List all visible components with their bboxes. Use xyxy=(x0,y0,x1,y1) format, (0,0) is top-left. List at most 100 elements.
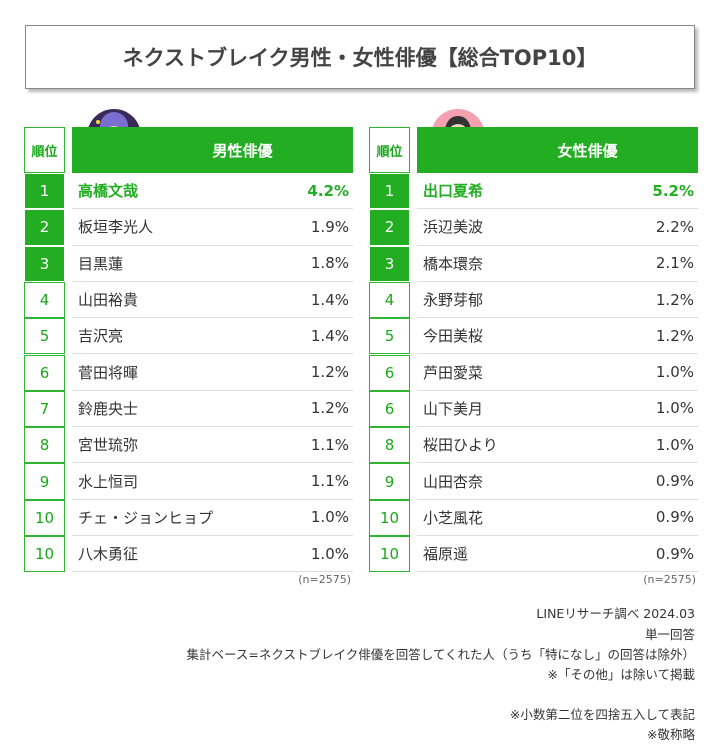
table-row: 八木勇征 1.0% xyxy=(72,536,353,573)
table-row: 浜辺美波 2.2% xyxy=(417,209,698,246)
rank-cell: 2 xyxy=(24,209,65,246)
percent: 4.2% xyxy=(307,181,349,200)
name: 永野芽郁 xyxy=(423,291,484,310)
name: 水上恒司 xyxy=(78,472,139,491)
table-row: 山田裕貴 1.4% xyxy=(72,282,353,319)
table-row: 出口夏希 5.2% xyxy=(417,173,698,210)
name: 菅田将暉 xyxy=(78,363,139,382)
percent: 1.2% xyxy=(655,326,694,345)
name: 福原遥 xyxy=(423,545,469,564)
rank-cell: 4 xyxy=(24,281,65,319)
note: 単一回答 xyxy=(644,627,695,642)
name: 山田杏奈 xyxy=(423,472,484,491)
name: 山下美月 xyxy=(423,399,484,418)
table-row: 永野芽郁 1.2% xyxy=(417,282,698,319)
note: ※「その他」は除いて掲載 xyxy=(547,667,695,682)
percent: 1.4% xyxy=(310,290,349,309)
rank-cell: 8 xyxy=(369,427,410,464)
title: ネクストブレイク男性・女性俳優【総合TOP10】 xyxy=(25,25,695,89)
rank-cell: 4 xyxy=(369,281,410,319)
name: 小芝風花 xyxy=(423,508,484,527)
percent: 0.9% xyxy=(655,472,694,491)
name: 出口夏希 xyxy=(423,182,484,201)
name: 今田美桜 xyxy=(423,327,484,346)
table-row: 山田杏奈 0.9% xyxy=(417,463,698,500)
name: 高橋文哉 xyxy=(78,182,139,201)
sample-size: (n=2575) xyxy=(643,573,696,586)
rank-cell: 8 xyxy=(24,427,65,464)
percent: 1.1% xyxy=(310,472,349,491)
note: 集計ベース=ネクストブレイク俳優を回答してくれた人（うち「特になし」の回答は除外… xyxy=(186,647,695,662)
percent: 0.9% xyxy=(655,544,694,563)
rank-cell: 10 xyxy=(24,536,65,573)
table-row: 目黒蓮 1.8% xyxy=(72,246,353,282)
name: 浜辺美波 xyxy=(423,218,484,237)
table-row: 芦田愛菜 1.0% xyxy=(417,355,698,391)
table-row: 水上恒司 1.1% xyxy=(72,463,353,500)
percent: 5.2% xyxy=(652,181,694,200)
name: 桜田ひより xyxy=(423,436,498,455)
percent: 1.2% xyxy=(310,399,349,418)
rank-cell: 10 xyxy=(369,499,410,536)
table-row: 鈴鹿央士 1.2% xyxy=(72,391,353,428)
percent: 1.0% xyxy=(310,544,349,563)
name: 八木勇征 xyxy=(78,545,139,564)
rank-cell: 6 xyxy=(369,354,410,391)
percent: 2.1% xyxy=(655,254,694,273)
percent: 1.1% xyxy=(310,435,349,454)
name: 橋本環奈 xyxy=(423,254,484,273)
percent: 1.2% xyxy=(310,363,349,382)
note: LINEリサーチ調べ 2024.03 xyxy=(536,606,695,621)
rank-cell: 3 xyxy=(369,245,410,282)
table-row: 高橋文哉 4.2% xyxy=(72,173,353,210)
sample-size: (n=2575) xyxy=(298,573,351,586)
rank-cell: 10 xyxy=(369,536,410,573)
percent: 1.8% xyxy=(310,254,349,273)
name: 目黒蓮 xyxy=(78,254,124,273)
rank-header: 順位 xyxy=(369,127,410,173)
name: 鈴鹿央士 xyxy=(78,399,139,418)
table-row: チェ・ジョンヒョプ 1.0% xyxy=(72,500,353,536)
table-row: 菅田将暉 1.2% xyxy=(72,355,353,391)
percent: 2.2% xyxy=(655,217,694,236)
rank-cell: 3 xyxy=(24,245,65,282)
table-row: 板垣李光人 1.9% xyxy=(72,209,353,246)
name: 山田裕貴 xyxy=(78,291,139,310)
name: 板垣李光人 xyxy=(78,218,154,237)
table-row: 福原遥 0.9% xyxy=(417,536,698,573)
rank-cell: 9 xyxy=(24,463,65,500)
table-row: 吉沢亮 1.4% xyxy=(72,318,353,355)
table-row: 山下美月 1.0% xyxy=(417,391,698,428)
percent: 1.9% xyxy=(310,217,349,236)
rank-cell: 1 xyxy=(24,173,65,210)
rank-cell: 9 xyxy=(369,463,410,500)
name: チェ・ジョンヒョプ xyxy=(78,508,214,527)
rank-cell: 5 xyxy=(369,318,410,355)
column-header: 男性俳優 xyxy=(72,127,353,173)
table-row: 橋本環奈 2.1% xyxy=(417,246,698,282)
rank-cell: 1 xyxy=(369,173,410,210)
footnote: ※敬称略 xyxy=(647,727,695,742)
percent: 1.4% xyxy=(310,326,349,345)
rank-cell: 5 xyxy=(24,318,65,355)
rank-cell: 2 xyxy=(369,209,410,246)
rank-cell: 6 xyxy=(369,390,410,428)
name: 宮世琉弥 xyxy=(78,436,139,455)
table-row: 小芝風花 0.9% xyxy=(417,500,698,536)
rank-cell: 6 xyxy=(24,354,65,391)
percent: 1.2% xyxy=(655,290,694,309)
footnote: ※小数第二位を四捨五入して表記 xyxy=(509,707,695,722)
rank-cell: 7 xyxy=(24,390,65,428)
table-row: 桜田ひより 1.0% xyxy=(417,427,698,464)
table-row: 今田美桜 1.2% xyxy=(417,318,698,355)
table-row: 宮世琉弥 1.1% xyxy=(72,427,353,464)
name: 芦田愛菜 xyxy=(423,363,484,382)
percent: 1.0% xyxy=(655,399,694,418)
name: 吉沢亮 xyxy=(78,327,124,346)
rank-header: 順位 xyxy=(24,127,65,173)
percent: 1.0% xyxy=(655,435,694,454)
percent: 1.0% xyxy=(655,363,694,382)
percent: 1.0% xyxy=(310,508,349,527)
rank-cell: 10 xyxy=(24,499,65,536)
